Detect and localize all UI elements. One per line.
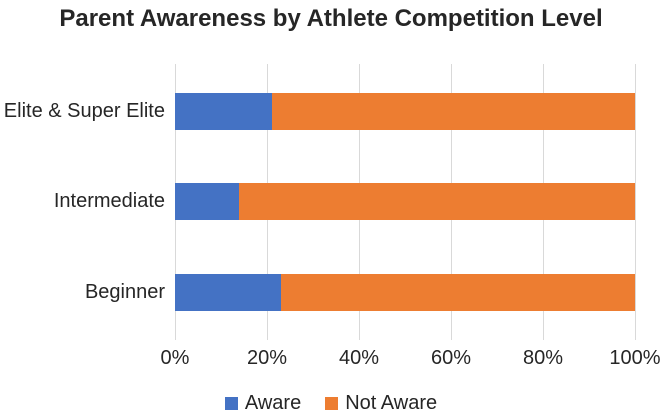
legend-swatch-not-aware [325,397,339,410]
bar-segment-aware [175,93,272,130]
category-label: Beginner [84,281,165,303]
stacked-bar [175,274,635,311]
x-tick-label: 60% [430,347,472,369]
bar-segment-aware [175,183,240,220]
bar-row-elite-super-elite: Elite & Super Elite [0,93,662,130]
bar-segment-aware [175,274,281,311]
category-label: Elite & Super Elite [3,100,165,122]
x-axis: 0% 20% 40% 60% 80% 100% [161,347,661,371]
bar-segment-not-aware [239,183,635,220]
bar-row-intermediate: Intermediate [0,183,662,220]
bar-row-beginner: Beginner [0,274,662,311]
x-tick-label: 40% [338,347,380,369]
x-tick-label: 20% [246,347,288,369]
x-tick-label: 0% [160,347,190,369]
legend-item-aware: Aware [224,392,302,415]
bar-segment-not-aware [280,274,635,311]
legend-item-not-aware: Not Aware [325,392,437,415]
legend-label: Aware [244,392,302,414]
x-tick-label: 100% [609,347,661,369]
legend-swatch-aware [224,397,238,410]
bar-segment-not-aware [271,93,635,130]
stacked-bar [175,93,635,130]
gridline-100pct [635,64,636,340]
category-label: Intermediate [53,190,165,212]
chart-title: Parent Awareness by Athlete Competition … [59,5,603,32]
x-tick-label: 80% [522,347,564,369]
stacked-bar [175,183,635,220]
legend: Aware Not Aware [0,392,662,415]
legend-label: Not Aware [345,392,438,414]
